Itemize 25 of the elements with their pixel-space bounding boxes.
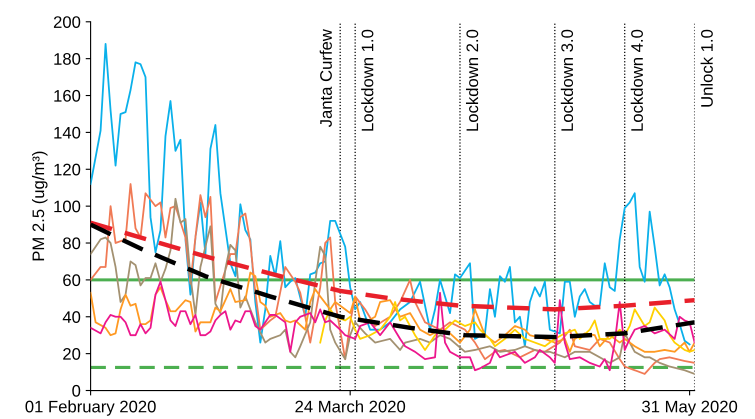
- ref-line-label: Janta Curfew: [320, 29, 332, 128]
- y-tick-label: 160: [54, 90, 80, 102]
- y-tick-label: 200: [54, 16, 80, 28]
- y-tick-label: 60: [63, 274, 80, 286]
- y-axis-title: PM 2.5 (ug/m³): [32, 152, 48, 260]
- y-tick-label: 180: [54, 53, 80, 65]
- y-tick-label: 120: [54, 164, 80, 176]
- x-tick-label: 01 February 2020: [25, 400, 156, 416]
- ref-line-label: Lockdown 2.0: [466, 30, 478, 131]
- y-tick-label: 40: [62, 311, 80, 323]
- ref-line-label: Lockdown 1.0: [361, 30, 374, 131]
- y-tick-label: 80: [63, 237, 80, 250]
- x-tick-label: 31 May 2020: [642, 400, 738, 416]
- x-tick-label: 24 March 2020: [295, 400, 406, 412]
- ref-line-label: Lockdown 4.0: [630, 30, 643, 131]
- y-tick-label: 20: [63, 348, 80, 360]
- y-tick-label: 100: [54, 200, 80, 212]
- line-series: [90, 272, 695, 353]
- line-series: [90, 280, 695, 372]
- ref-line-label: Lockdown 3.0: [560, 30, 574, 131]
- line-series: [90, 220, 695, 312]
- y-tick-label: 140: [54, 126, 80, 139]
- ref-line-label: Unlock 1.0: [700, 30, 713, 107]
- y-tick-label: 0: [72, 384, 80, 397]
- line-series: [319, 301, 695, 353]
